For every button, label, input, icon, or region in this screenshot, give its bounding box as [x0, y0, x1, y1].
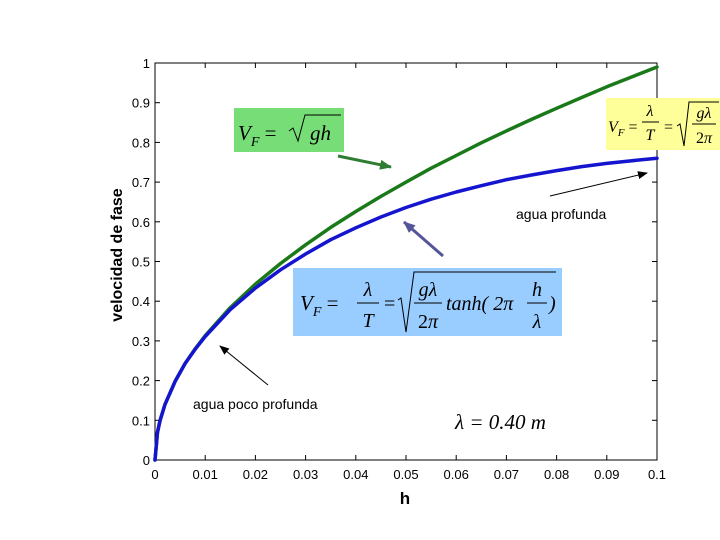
- y-tick-label: 0.3: [132, 334, 150, 349]
- y-tick-label: 0.9: [132, 96, 150, 111]
- y-tick-label: 0.7: [132, 175, 150, 190]
- general-formula-background: [293, 268, 562, 336]
- x-tick-label: 0.08: [544, 467, 569, 482]
- deep-formula-T: T: [646, 127, 656, 144]
- y-tick-label: 0: [143, 453, 150, 468]
- deep-formula-2pi: 2π: [696, 130, 713, 147]
- x-tick-label: 0.04: [343, 467, 368, 482]
- general-formula-eq: =: [384, 293, 395, 315]
- x-tick-label: 0: [151, 467, 158, 482]
- y-tick-label: 0.6: [132, 215, 150, 230]
- x-tick-label: 0.06: [444, 467, 469, 482]
- x-tick-label: 0.1: [648, 467, 666, 482]
- x-tick-label: 0.09: [594, 467, 619, 482]
- deep-formula-lambda: λ: [646, 103, 654, 120]
- wavelength-annotation: λ = 0.40 m: [454, 410, 546, 434]
- y-ticks: 0 0.1 0.2 0.3 0.4 0.5 0.6 0.7 0.8 0.9 1: [132, 56, 657, 468]
- sqrt-sign: [288, 114, 341, 143]
- y-tick-label: 1: [143, 56, 150, 71]
- y-tick-label: 0.4: [132, 294, 150, 309]
- y-tick-label: 0.5: [132, 255, 150, 270]
- general-formula-tanh: tanh( 2π: [446, 293, 514, 315]
- sqrt-sign: [676, 101, 719, 147]
- x-tick-label: 0.03: [293, 467, 318, 482]
- sqrt-sign: [397, 271, 556, 333]
- general-formula-h: h: [532, 279, 542, 301]
- shallow-water-label: agua poco profunda: [193, 396, 318, 412]
- x-tick-label: 0.07: [494, 467, 519, 482]
- y-tick-label: 0.8: [132, 135, 150, 150]
- general-formula-2pi: 2π: [418, 311, 439, 333]
- deep-water-arrow: [549, 171, 648, 197]
- shallow-formula-box: VF = gh: [234, 108, 344, 152]
- general-formula-box: VF = λ T = gλ 2π tanh( 2π h λ ): [293, 268, 562, 336]
- x-tick-label: 0.02: [243, 467, 268, 482]
- green-pointer-arrow: [337, 154, 392, 170]
- x-axis-label: h: [400, 489, 410, 508]
- general-formula-close: ): [548, 293, 556, 315]
- deep-formula-glambda: gλ: [697, 105, 712, 122]
- y-tick-label: 0.1: [132, 413, 150, 428]
- shallow-formula-gh: gh: [310, 121, 331, 145]
- deep-water-label: agua profunda: [516, 206, 607, 222]
- x-tick-label: 0.01: [193, 467, 218, 482]
- x-tick-label: 0.05: [393, 467, 418, 482]
- y-tick-label: 0.2: [132, 374, 150, 389]
- general-formula-glambda: gλ: [419, 279, 438, 301]
- deep-water-curve: [153, 156, 659, 462]
- general-formula-T: T: [362, 310, 375, 332]
- deep-formula-eq: =: [664, 119, 673, 136]
- blue-pointer-arrow: [403, 220, 444, 258]
- shallow-water-arrow: [219, 345, 269, 386]
- general-formula-lambda: λ: [363, 279, 373, 301]
- x-ticks: 0 0.01 0.02 0.03 0.04 0.05 0.06 0.07 0.08 0.09 0.1: [151, 63, 666, 482]
- series-layer: [153, 65, 659, 462]
- y-axis-label: velocidad de fase: [109, 188, 126, 321]
- deep-formula-box: VF = λ T = gλ 2π: [606, 98, 720, 150]
- deep-formula-vf: VF =: [608, 119, 638, 139]
- general-formula-lambda-den: λ: [532, 311, 542, 333]
